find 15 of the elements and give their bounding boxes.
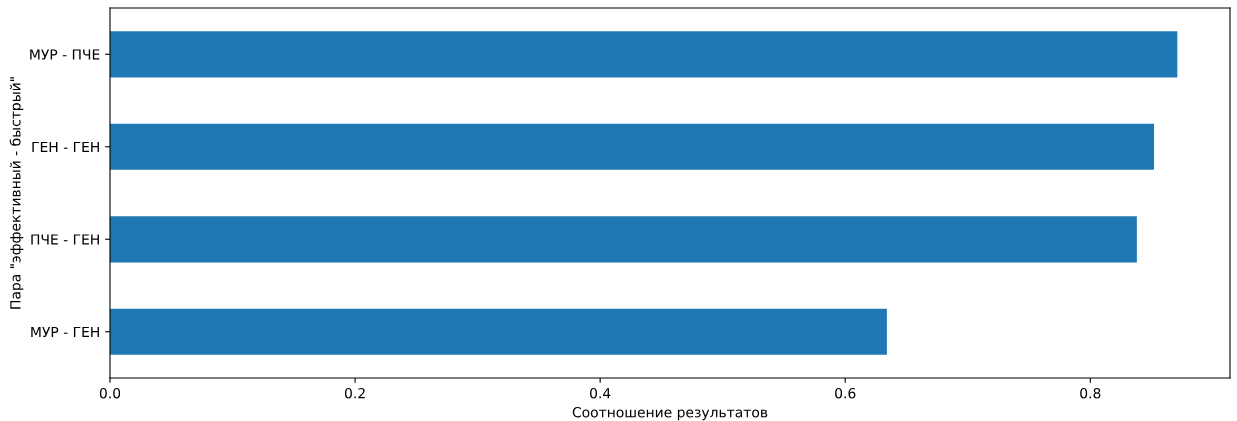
x-axis-title: Соотношение результатов [572, 406, 768, 421]
bar [110, 216, 1137, 263]
y-axis-title: Пара "эффективный - быстрый" [9, 77, 24, 309]
x-tick-label: 0.4 [590, 387, 611, 399]
y-tick-label: МУР - ГЕН [31, 326, 99, 338]
y-tick-label: ПЧЕ - ГЕН [31, 234, 99, 245]
x-tick-label: 0.6 [835, 387, 856, 399]
y-tick-label: ГЕН - ГЕН [32, 141, 99, 153]
x-tick-label: 0.2 [344, 387, 365, 399]
bar [110, 308, 887, 355]
x-tick-label: 0.8 [1080, 387, 1101, 399]
y-tick-label: МУР - ПЧЕ [30, 49, 100, 60]
x-tick-label: 0.0 [99, 387, 121, 399]
bar [110, 123, 1155, 170]
bar [110, 31, 1178, 78]
